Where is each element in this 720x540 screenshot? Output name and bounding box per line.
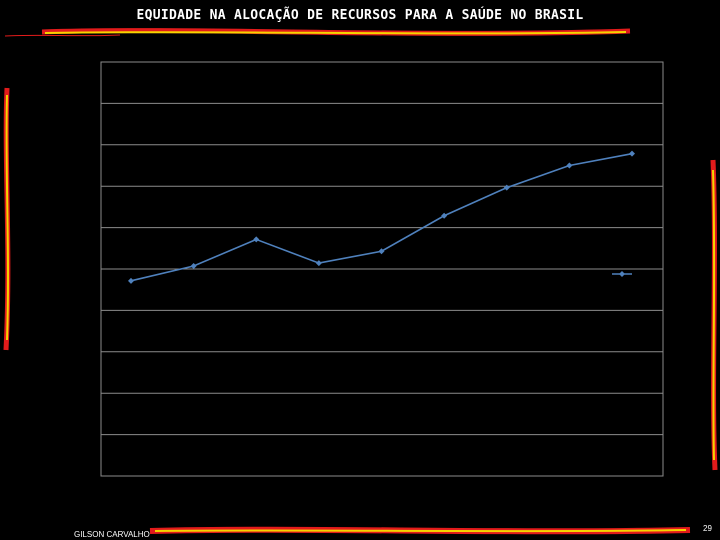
data-point (629, 150, 635, 157)
series-line (130, 152, 633, 282)
footer-author: GILSON CARVALHO (74, 530, 150, 539)
data-point (253, 236, 260, 243)
data-point (378, 248, 385, 255)
data-point (441, 212, 448, 219)
slide-title: EQUIDADE NA ALOCAÇÃO DE RECURSOS PARA A … (136, 8, 584, 23)
page-number: 29 (703, 524, 712, 533)
legend-marker (619, 271, 625, 277)
series-layer (128, 150, 635, 284)
data-point (503, 184, 510, 191)
legend (612, 271, 632, 277)
gridlines (101, 102, 663, 436)
data-point (315, 260, 322, 267)
data-point (128, 277, 134, 284)
data-point (566, 162, 573, 169)
data-point (190, 263, 197, 270)
